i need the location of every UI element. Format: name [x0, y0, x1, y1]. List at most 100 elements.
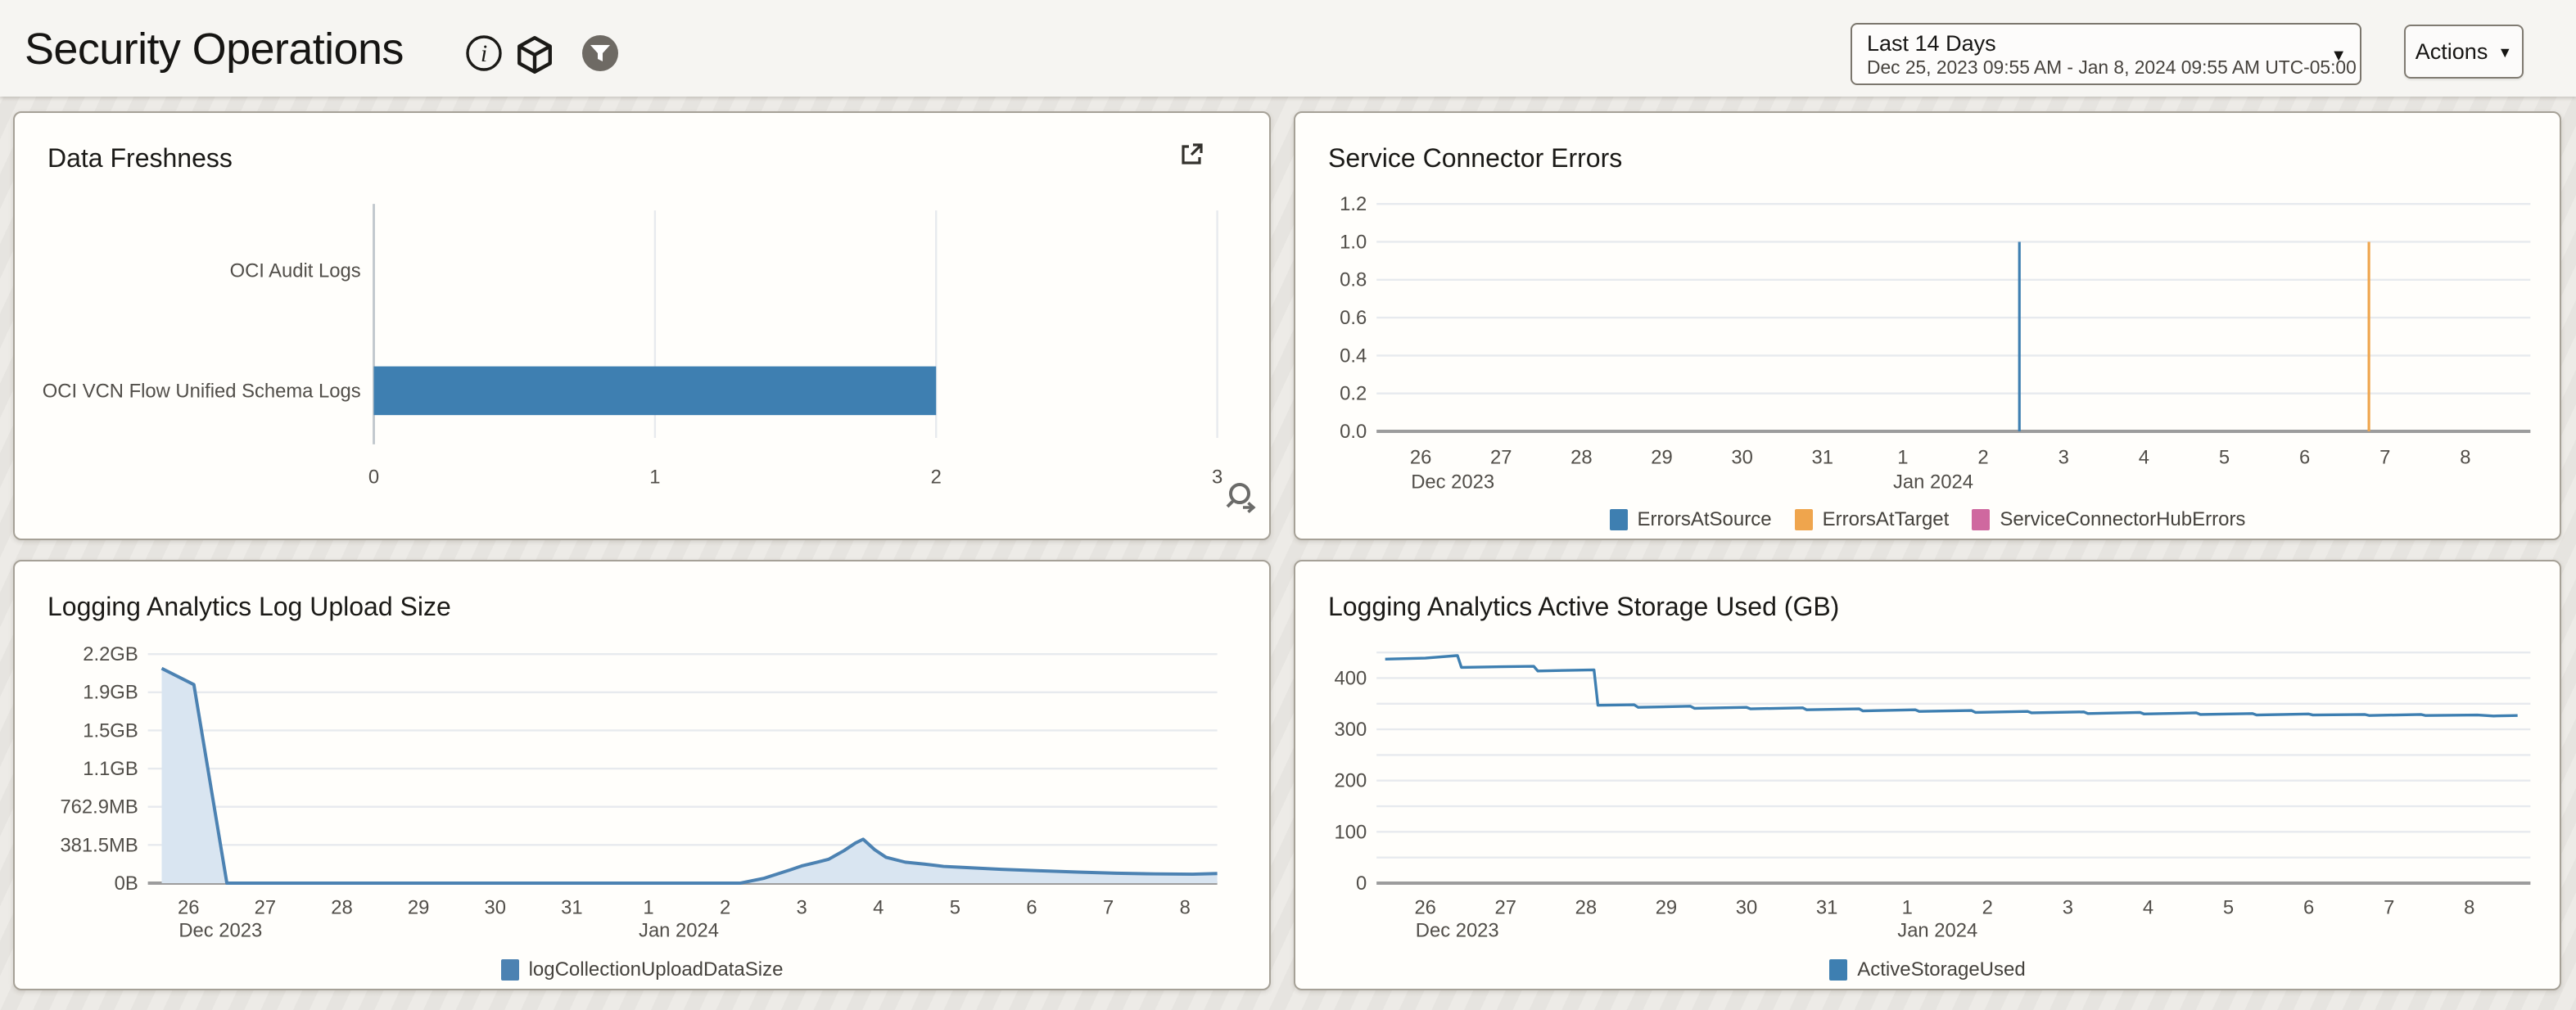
svg-text:0B: 0B	[115, 872, 138, 895]
svg-text:762.9MB: 762.9MB	[60, 796, 138, 818]
time-range-label: Last 14 Days	[1867, 31, 1996, 56]
actions-button[interactable]: Actions ▼	[2404, 25, 2524, 79]
svg-text:28: 28	[1570, 447, 1592, 469]
svg-text:2: 2	[1977, 447, 1988, 469]
svg-text:Jan 2024: Jan 2024	[639, 919, 719, 941]
caret-down-icon: ▼	[2497, 43, 2513, 60]
package-cube-icon[interactable]	[514, 34, 555, 75]
svg-text:3: 3	[1212, 467, 1222, 489]
svg-text:8: 8	[2460, 447, 2470, 469]
legend: logCollectionUploadDataSize	[15, 958, 1269, 981]
service-connector-errors-chart[interactable]: 1.2 1.0 0.8 0.6 0.4 0.2 0.0 26 27 28 29 30 31 1 2 3 4 5 6 7…	[1295, 113, 2560, 539]
legend-item[interactable]: ErrorsAtSource	[1609, 507, 1772, 530]
legend-label: ServiceConnectorHubErrors	[2000, 507, 2246, 530]
legend-label: logCollectionUploadDataSize	[528, 958, 784, 981]
svg-text:381.5MB: 381.5MB	[60, 834, 138, 856]
svg-text:1: 1	[1902, 897, 1913, 919]
page-title: Security Operations	[25, 25, 404, 74]
svg-text:5: 5	[950, 897, 960, 919]
filter-funnel-icon[interactable]	[581, 34, 619, 72]
legend-item[interactable]: logCollectionUploadDataSize	[500, 958, 784, 981]
caret-down-icon: ▼	[2330, 47, 2347, 65]
actions-label: Actions	[2415, 39, 2488, 64]
svg-text:30: 30	[484, 897, 505, 919]
svg-text:1.0: 1.0	[1340, 231, 1367, 253]
legend-item[interactable]: ServiceConnectorHubErrors	[1972, 507, 2245, 530]
external-link-icon[interactable]	[1177, 141, 1205, 169]
svg-text:31: 31	[1812, 447, 1833, 469]
app-header: Security Operations i Last 14 Days Dec 2…	[0, 0, 2576, 97]
legend-swatch	[500, 958, 519, 980]
legend-label: ErrorsAtSource	[1637, 507, 1772, 530]
svg-text:30: 30	[1731, 447, 1752, 469]
panel-title: Data Freshness	[47, 146, 233, 174]
legend-swatch	[1609, 508, 1628, 530]
svg-text:2: 2	[1982, 897, 1993, 919]
svg-text:27: 27	[1490, 447, 1512, 469]
svg-text:8: 8	[1180, 897, 1191, 919]
svg-text:2: 2	[720, 897, 730, 919]
svg-text:0: 0	[368, 467, 379, 489]
svg-text:i: i	[481, 40, 487, 67]
svg-text:1: 1	[649, 467, 660, 489]
svg-text:0: 0	[1356, 872, 1367, 895]
panel-title: Logging Analytics Active Storage Used (G…	[1328, 594, 1840, 622]
svg-text:5: 5	[2223, 897, 2234, 919]
active-storage-used-chart[interactable]: 400 300 200 100 0 26 27 28 29 30 31 1 2 3 4 5 6 7 8 Dec 202…	[1295, 561, 2560, 989]
svg-text:27: 27	[1495, 897, 1516, 919]
svg-text:0.0: 0.0	[1340, 421, 1367, 443]
svg-text:29: 29	[408, 897, 429, 919]
legend-item[interactable]: ActiveStorageUsed	[1829, 958, 2026, 981]
svg-text:1.2: 1.2	[1340, 193, 1367, 215]
legend-swatch	[1972, 508, 1991, 530]
legend: ErrorsAtSource ErrorsAtTarget ServiceCon…	[1295, 507, 2560, 530]
svg-text:Dec 2023: Dec 2023	[1411, 471, 1494, 493]
data-freshness-chart[interactable]: 0 1 2 3 OCI Audit Logs OCI VCN Flow Unified S…	[15, 113, 1269, 539]
svg-text:31: 31	[1816, 897, 1837, 919]
svg-text:Jan 2024: Jan 2024	[1893, 471, 1973, 493]
svg-text:26: 26	[178, 897, 199, 919]
svg-text:1.5GB: 1.5GB	[83, 719, 138, 742]
info-icon[interactable]: i	[465, 34, 503, 72]
panel-log-upload-size: 2.2GB 1.9GB 1.5GB 1.1GB 762.9MB 381.5MB 0B 26 27…	[13, 560, 1271, 990]
panel-service-connector-errors: 1.2 1.0 0.8 0.6 0.4 0.2 0.0 26 27 28 29 30 31 1 2 3 4 5 6 7…	[1294, 111, 2561, 540]
svg-text:30: 30	[1736, 897, 1757, 919]
time-range-detail: Dec 25, 2023 09:55 AM - Jan 8, 2024 09:5…	[1867, 59, 2357, 79]
panel-active-storage-used: 400 300 200 100 0 26 27 28 29 30 31 1 2 3 4 5 6 7 8 Dec 202…	[1294, 560, 2561, 990]
svg-text:400: 400	[1335, 667, 1367, 689]
svg-text:0.4: 0.4	[1340, 345, 1367, 367]
panel-title: Service Connector Errors	[1328, 146, 1623, 174]
svg-text:5: 5	[2219, 447, 2230, 469]
svg-text:Dec 2023: Dec 2023	[179, 919, 262, 941]
svg-text:100: 100	[1335, 821, 1367, 843]
svg-text:6: 6	[2303, 897, 2314, 919]
svg-text:200: 200	[1335, 770, 1367, 792]
svg-text:31: 31	[561, 897, 582, 919]
svg-text:28: 28	[331, 897, 352, 919]
svg-text:3: 3	[797, 897, 807, 919]
legend-swatch	[1794, 508, 1813, 530]
svg-text:4: 4	[2143, 897, 2153, 919]
svg-text:7: 7	[2384, 897, 2394, 919]
svg-text:7: 7	[2379, 447, 2390, 469]
svg-text:2.2GB: 2.2GB	[83, 643, 138, 665]
svg-text:300: 300	[1335, 719, 1367, 741]
svg-text:1.1GB: 1.1GB	[83, 758, 138, 780]
panel-data-freshness: 0 1 2 3 OCI Audit Logs OCI VCN Flow Unified S…	[13, 111, 1271, 540]
svg-text:4: 4	[2139, 447, 2149, 469]
svg-text:0.2: 0.2	[1340, 383, 1367, 405]
legend-label: ErrorsAtTarget	[1822, 507, 1950, 530]
time-range-dropdown[interactable]: Last 14 Days Dec 25, 2023 09:55 AM - Jan…	[1851, 23, 2361, 85]
drill-magnifier-icon[interactable]	[1223, 480, 1259, 516]
panel-title: Logging Analytics Log Upload Size	[47, 594, 451, 622]
svg-text:1: 1	[1897, 447, 1908, 469]
svg-text:3: 3	[2063, 897, 2073, 919]
svg-text:28: 28	[1575, 897, 1597, 919]
svg-text:OCI Audit Logs: OCI Audit Logs	[230, 259, 361, 282]
legend-item[interactable]: ErrorsAtTarget	[1794, 507, 1950, 530]
legend-swatch	[1829, 958, 1848, 980]
svg-text:3: 3	[2059, 447, 2069, 469]
svg-text:Dec 2023: Dec 2023	[1416, 919, 1499, 941]
